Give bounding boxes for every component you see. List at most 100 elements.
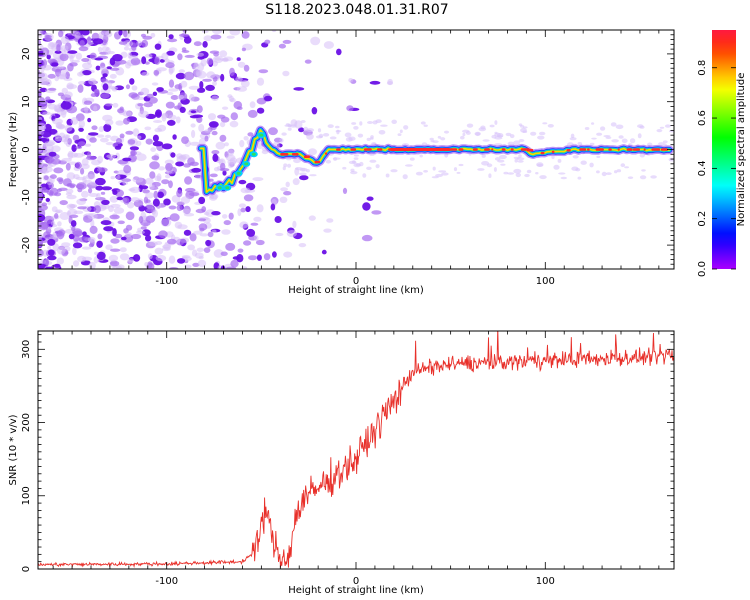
noise-blob: [101, 186, 113, 191]
noise-blob: [318, 133, 324, 138]
noise-blob: [192, 114, 204, 118]
noise-blob: [101, 199, 110, 205]
noise-blob: [663, 143, 667, 146]
noise-blob: [77, 255, 87, 263]
noise-blob: [184, 54, 195, 58]
noise-blob: [134, 96, 145, 101]
noise-blob: [165, 101, 175, 109]
noise-blob: [209, 173, 218, 178]
noise-blob: [100, 88, 111, 94]
noise-blob: [591, 137, 597, 140]
noise-blob: [53, 65, 64, 70]
noise-blob: [367, 121, 373, 124]
noise-blob: [380, 124, 388, 127]
noise-blob: [61, 242, 71, 248]
noise-blob: [125, 62, 132, 69]
noise-blob: [120, 236, 127, 241]
noise-blob: [170, 95, 179, 100]
xtick-label: -100: [155, 576, 178, 587]
noise-blob: [494, 120, 498, 125]
colorbar-tick-label: 0.8: [697, 60, 708, 76]
signal-peak: [510, 148, 514, 151]
noise-blob: [591, 122, 595, 125]
noise-blob: [196, 247, 204, 252]
noise-blob: [78, 119, 86, 129]
noise-blob: [441, 172, 449, 176]
noise-blob: [329, 136, 337, 140]
noise-blob: [310, 36, 321, 46]
noise-blob: [176, 189, 183, 198]
noise-blob: [386, 81, 394, 86]
noise-blob: [47, 249, 55, 256]
signal-peak: [587, 148, 590, 151]
noise-blob: [353, 154, 359, 157]
noise-blob: [103, 123, 112, 132]
xtick-label: 100: [536, 576, 555, 587]
noise-blob: [236, 254, 244, 263]
noise-blob: [38, 263, 46, 269]
noise-blob: [397, 133, 402, 137]
noise-blob: [129, 146, 139, 151]
noise-blob: [44, 258, 50, 266]
noise-blob: [93, 256, 99, 264]
noise-blob: [183, 71, 195, 81]
noise-blob: [160, 218, 172, 227]
noise-blob: [42, 165, 47, 174]
noise-blob: [74, 31, 81, 39]
noise-blob: [163, 198, 171, 206]
noise-blob: [43, 175, 49, 180]
noise-blob: [198, 218, 206, 222]
noise-blob: [72, 228, 83, 237]
noise-blob: [56, 231, 65, 240]
noise-blob: [100, 137, 109, 143]
noise-blob: [59, 53, 69, 62]
noise-blob: [114, 233, 123, 239]
noise-blob: [154, 56, 161, 65]
noise-blob: [49, 174, 57, 179]
noise-blob: [179, 95, 185, 99]
noise-blob: [299, 175, 309, 181]
noise-blob: [125, 224, 133, 231]
signal-peak: [291, 153, 299, 156]
noise-blob: [180, 154, 190, 160]
noise-blob: [444, 130, 449, 134]
noise-blob: [143, 102, 153, 108]
signal-peak: [526, 148, 534, 152]
noise-blob: [138, 110, 149, 118]
noise-blob: [293, 158, 301, 164]
noise-blob: [132, 176, 144, 183]
noise-blob: [208, 113, 216, 121]
noise-blob: [45, 197, 50, 202]
ytick-label: 0: [21, 566, 32, 572]
noise-blob: [202, 30, 209, 34]
signal-peak: [617, 148, 620, 151]
noise-blob: [55, 121, 63, 129]
noise-blob: [87, 237, 96, 243]
noise-blob: [253, 216, 262, 222]
noise-blob: [97, 46, 103, 53]
noise-blob: [279, 138, 284, 143]
noise-blob: [72, 247, 77, 256]
noise-blob: [53, 104, 61, 113]
noise-blob: [222, 214, 228, 219]
noise-blob: [87, 36, 92, 45]
signal-peak: [491, 148, 494, 151]
signal-peak: [626, 148, 633, 151]
noise-blob: [144, 53, 153, 58]
noise-blob: [332, 157, 341, 160]
noise-blob: [95, 185, 104, 191]
noise-blob: [142, 229, 151, 237]
noise-blob: [535, 172, 539, 175]
noise-blob: [274, 216, 282, 223]
noise-blob: [38, 39, 41, 46]
noise-blob: [125, 130, 134, 135]
noise-blob: [132, 128, 140, 137]
noise-blob: [158, 230, 168, 239]
signal-track-layer: [196, 125, 674, 197]
noise-blob: [96, 192, 101, 199]
noise-blob: [200, 58, 207, 67]
signal-peak: [314, 160, 321, 164]
noise-blob: [116, 138, 122, 144]
noise-blob: [89, 225, 98, 234]
noise-blob: [207, 231, 214, 238]
